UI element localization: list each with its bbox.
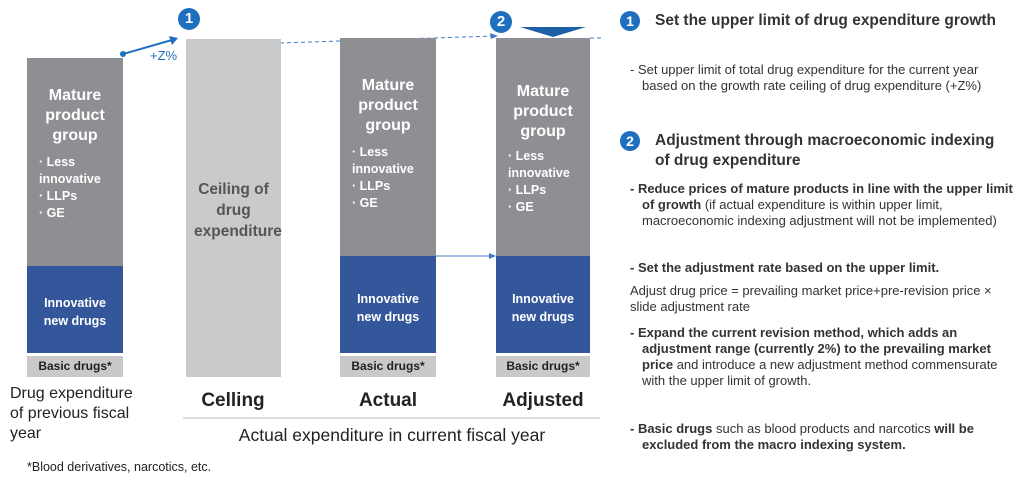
mature-group-title: Mature product group xyxy=(513,83,573,140)
mature-group-items: · Less innovative · LLPs · GE xyxy=(508,148,590,216)
bullet-4-mid: such as blood products and narcotics xyxy=(712,421,935,436)
ceiling-column-label: Celling xyxy=(201,390,265,411)
adjusted-column-label: Adjusted xyxy=(502,390,584,411)
bar-adjusted-basic: Basic drugs* xyxy=(496,356,590,377)
bar-ceiling: Ceiling of drug expenditure xyxy=(186,39,282,377)
footnote: *Blood derivatives, narcotics, etc. xyxy=(27,460,212,474)
item-llps: · LLPs xyxy=(508,183,547,197)
price-formula: Adjust drug price = prevailing market pr… xyxy=(630,283,992,314)
step-1-badge: 1 xyxy=(178,8,200,30)
step-1-title: Set the upper limit of drug expenditure … xyxy=(655,12,997,29)
bullet-2-bold: - Set the adjustment rate based on the u… xyxy=(630,260,940,275)
bar-actual-mature: Mature product group · Less innovative ·… xyxy=(340,38,436,256)
bullet-1-bold: - Reduce prices of mature products in li… xyxy=(630,181,1013,212)
previous-year-line: year xyxy=(10,425,42,442)
previous-year-label: Drug expenditure of previous fiscal year xyxy=(10,384,133,444)
bar-actual-basic: Basic drugs* xyxy=(340,356,436,377)
bar-previous-mature: Mature product group · Less innovative ·… xyxy=(27,58,123,266)
item-llps: · LLPs xyxy=(39,189,78,203)
bullet-3-bold: - Expand the current revision method, wh… xyxy=(630,325,991,372)
step-2-bullet-3: - Expand the current revision method, wh… xyxy=(630,325,1017,389)
innovative-label: Innovative new drugs xyxy=(511,292,575,324)
item-less-innovative: · Less innovative xyxy=(352,145,414,176)
innovative-label: Innovative new drugs xyxy=(43,296,107,328)
bullet-1-rest: (if actual expenditure is within upper l… xyxy=(642,197,997,228)
step-2-bullet-1: - Reduce prices of mature products in li… xyxy=(630,181,1017,229)
step-2-bullet-2: - Set the adjustment rate based on the u… xyxy=(630,260,1008,276)
previous-year-line: of previous fiscal xyxy=(10,405,130,422)
bar-adjusted-mature: Mature product group · Less innovative ·… xyxy=(496,38,590,256)
step-2-title: Adjustment through macroeconomic indexin… xyxy=(655,132,995,169)
step-1-badge: 1 xyxy=(620,11,640,31)
bar-previous-basic: Basic drugs* xyxy=(27,356,123,377)
step-2-badge: 2 xyxy=(620,131,640,151)
mature-group-items: · Less innovative · LLPs · GE xyxy=(352,144,436,212)
mature-group-title: Mature product group xyxy=(45,87,105,144)
innovative-label: Innovative new drugs xyxy=(356,292,420,324)
current-year-label: Actual expenditure in current fiscal yea… xyxy=(238,425,546,445)
bullet-4-bold-1: - Basic drugs xyxy=(630,421,713,436)
actual-column-label: Actual xyxy=(358,390,418,411)
item-ge: · GE xyxy=(508,200,534,214)
bullet-4-bold-2: will be excluded from the macro indexing… xyxy=(642,421,974,452)
item-less-innovative: · Less innovative xyxy=(39,155,101,186)
item-ge: · GE xyxy=(352,196,378,210)
growth-rate-label: +Z% xyxy=(150,48,178,63)
mature-group-title: Mature product group xyxy=(358,77,418,134)
bar-actual-innovative: Innovative new drugs xyxy=(340,256,436,353)
mature-group-items: · Less innovative · LLPs · GE xyxy=(39,154,123,222)
step-1-description: - Set upper limit of total drug expendit… xyxy=(630,62,982,93)
step-2-badge: 2 xyxy=(490,11,512,33)
item-llps: · LLPs xyxy=(352,179,391,193)
bar-adjusted-innovative: Innovative new drugs xyxy=(496,256,590,353)
item-less-innovative: · Less innovative xyxy=(508,149,570,180)
previous-year-line: Drug expenditure xyxy=(10,385,133,402)
bullet-3-rest: and introduce a new adjustment method co… xyxy=(642,357,998,388)
bar-previous-innovative: Innovative new drugs xyxy=(27,266,123,353)
item-ge: · GE xyxy=(39,206,65,220)
step-2-bullet-4: - Basic drugs such as blood products and… xyxy=(630,421,1017,453)
ceiling-text: Ceiling of drug expenditure xyxy=(194,181,282,240)
